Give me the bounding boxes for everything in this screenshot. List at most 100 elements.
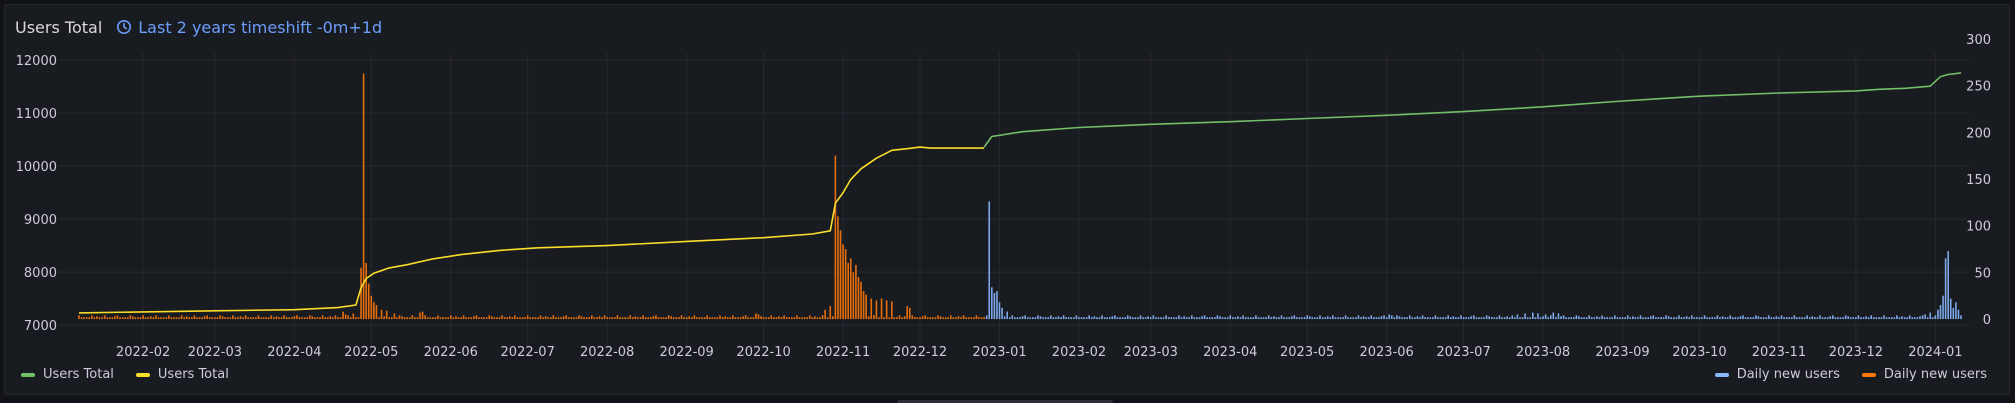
daily-bar	[1129, 316, 1132, 320]
panel-title[interactable]: Users Total	[15, 17, 103, 37]
y-left-tick-label: 7000	[24, 319, 57, 334]
legend-item-daily-new-users-orange[interactable]: Daily new users	[1861, 367, 1987, 382]
daily-bar	[1724, 317, 1726, 320]
daily-bar	[778, 316, 780, 320]
daily-bar	[1949, 298, 1952, 320]
daily-bar	[421, 311, 424, 320]
daily-bar	[1044, 317, 1047, 320]
daily-bar	[411, 315, 414, 320]
daily-bar	[1034, 317, 1037, 320]
daily-bar	[385, 310, 388, 320]
timeseries-chart[interactable]: 7000 8000 9000 10000 11000 12000 0 50 100 150 200 2…	[5, 5, 2011, 396]
x-tick-label: 2022-11	[816, 345, 870, 360]
y-right-tick-label: 150	[1966, 173, 1991, 188]
daily-bar	[1193, 317, 1196, 320]
daily-bar	[1162, 317, 1165, 320]
x-tick-label: 2022-05	[344, 345, 398, 360]
daily-bar	[826, 317, 829, 320]
daily-bar	[1378, 317, 1380, 320]
daily-bar	[1262, 317, 1265, 320]
daily-bar	[929, 317, 932, 320]
daily-bar	[960, 317, 962, 320]
daily-bar	[696, 317, 698, 320]
daily-bar	[770, 315, 773, 320]
daily-bar	[532, 317, 534, 320]
daily-bar	[1555, 317, 1557, 320]
daily-bar	[214, 317, 216, 320]
daily-bar	[1870, 315, 1873, 320]
daily-bar	[1849, 317, 1852, 320]
legend-item-users-total-green[interactable]: Users Total	[21, 367, 114, 382]
daily-bar	[726, 317, 729, 320]
daily-bar	[357, 317, 360, 320]
daily-bar	[814, 316, 816, 320]
daily-bar	[1914, 317, 1916, 320]
daily-bar	[1070, 317, 1073, 320]
daily-bar	[1608, 317, 1611, 320]
daily-bar	[1329, 317, 1332, 320]
daily-bar	[160, 317, 162, 320]
daily-bar	[1093, 316, 1096, 320]
daily-bar	[1362, 316, 1365, 320]
daily-bar	[749, 317, 752, 320]
daily-bar	[944, 317, 947, 320]
daily-bar	[565, 315, 567, 320]
daily-bar	[591, 315, 593, 320]
x-tick-label: 2023-01	[972, 345, 1026, 360]
daily-bar	[734, 317, 737, 320]
daily-bar	[1114, 315, 1116, 320]
daily-bar	[647, 317, 650, 320]
legend-label: Users Total	[43, 367, 114, 382]
daily-bar	[1075, 315, 1078, 320]
legend-item-users-total-yellow[interactable]: Users Total	[135, 367, 229, 382]
daily-bar	[237, 317, 239, 320]
daily-bar	[847, 263, 850, 320]
daily-bar	[711, 317, 714, 320]
daily-bar	[442, 317, 444, 320]
x-tick-label: 2022-03	[188, 345, 242, 360]
daily-bar	[1511, 315, 1514, 320]
daily-bar	[1037, 315, 1039, 320]
daily-bar	[1090, 317, 1093, 320]
daily-bar	[673, 317, 675, 320]
daily-bar	[857, 277, 860, 320]
legend-item-daily-new-users-blue[interactable]: Daily new users	[1714, 367, 1840, 382]
daily-bar	[1349, 317, 1352, 320]
daily-bar	[1524, 313, 1526, 320]
daily-bar	[1808, 317, 1811, 320]
daily-bar	[1237, 316, 1239, 320]
daily-bar	[578, 315, 580, 320]
daily-bar	[1439, 317, 1442, 320]
x-tick-label: 2023-08	[1516, 345, 1570, 360]
daily-bar	[808, 315, 811, 320]
daily-bar	[1455, 317, 1457, 320]
daily-bar	[1052, 317, 1055, 320]
daily-bar	[1698, 317, 1701, 320]
daily-bar	[544, 316, 547, 320]
daily-bar	[1180, 317, 1183, 320]
daily-bar	[1270, 317, 1273, 320]
horizontal-scrollbar[interactable]	[897, 400, 1113, 403]
daily-bar	[965, 317, 967, 320]
daily-bar	[191, 317, 193, 320]
daily-bar	[224, 317, 226, 320]
daily-bar	[1708, 317, 1711, 320]
timeshift-info[interactable]: Last 2 years timeshift -0m+1d	[116, 18, 382, 37]
daily-bar	[1960, 315, 1962, 320]
daily-bar	[1542, 316, 1544, 320]
daily-bar	[239, 316, 242, 320]
daily-bar	[1021, 316, 1024, 320]
daily-bar	[1583, 317, 1585, 320]
daily-bar	[178, 317, 180, 320]
legend-left: Users Total Users Total	[21, 367, 229, 382]
daily-bar	[298, 317, 301, 320]
daily-bar	[1537, 313, 1539, 320]
daily-bar	[365, 263, 367, 320]
daily-bar	[1032, 317, 1034, 320]
daily-bar	[1137, 317, 1139, 320]
daily-bar	[844, 249, 847, 320]
daily-bar	[293, 316, 296, 320]
daily-bar	[1452, 316, 1455, 320]
daily-bar	[483, 317, 485, 320]
daily-bar	[311, 316, 314, 320]
